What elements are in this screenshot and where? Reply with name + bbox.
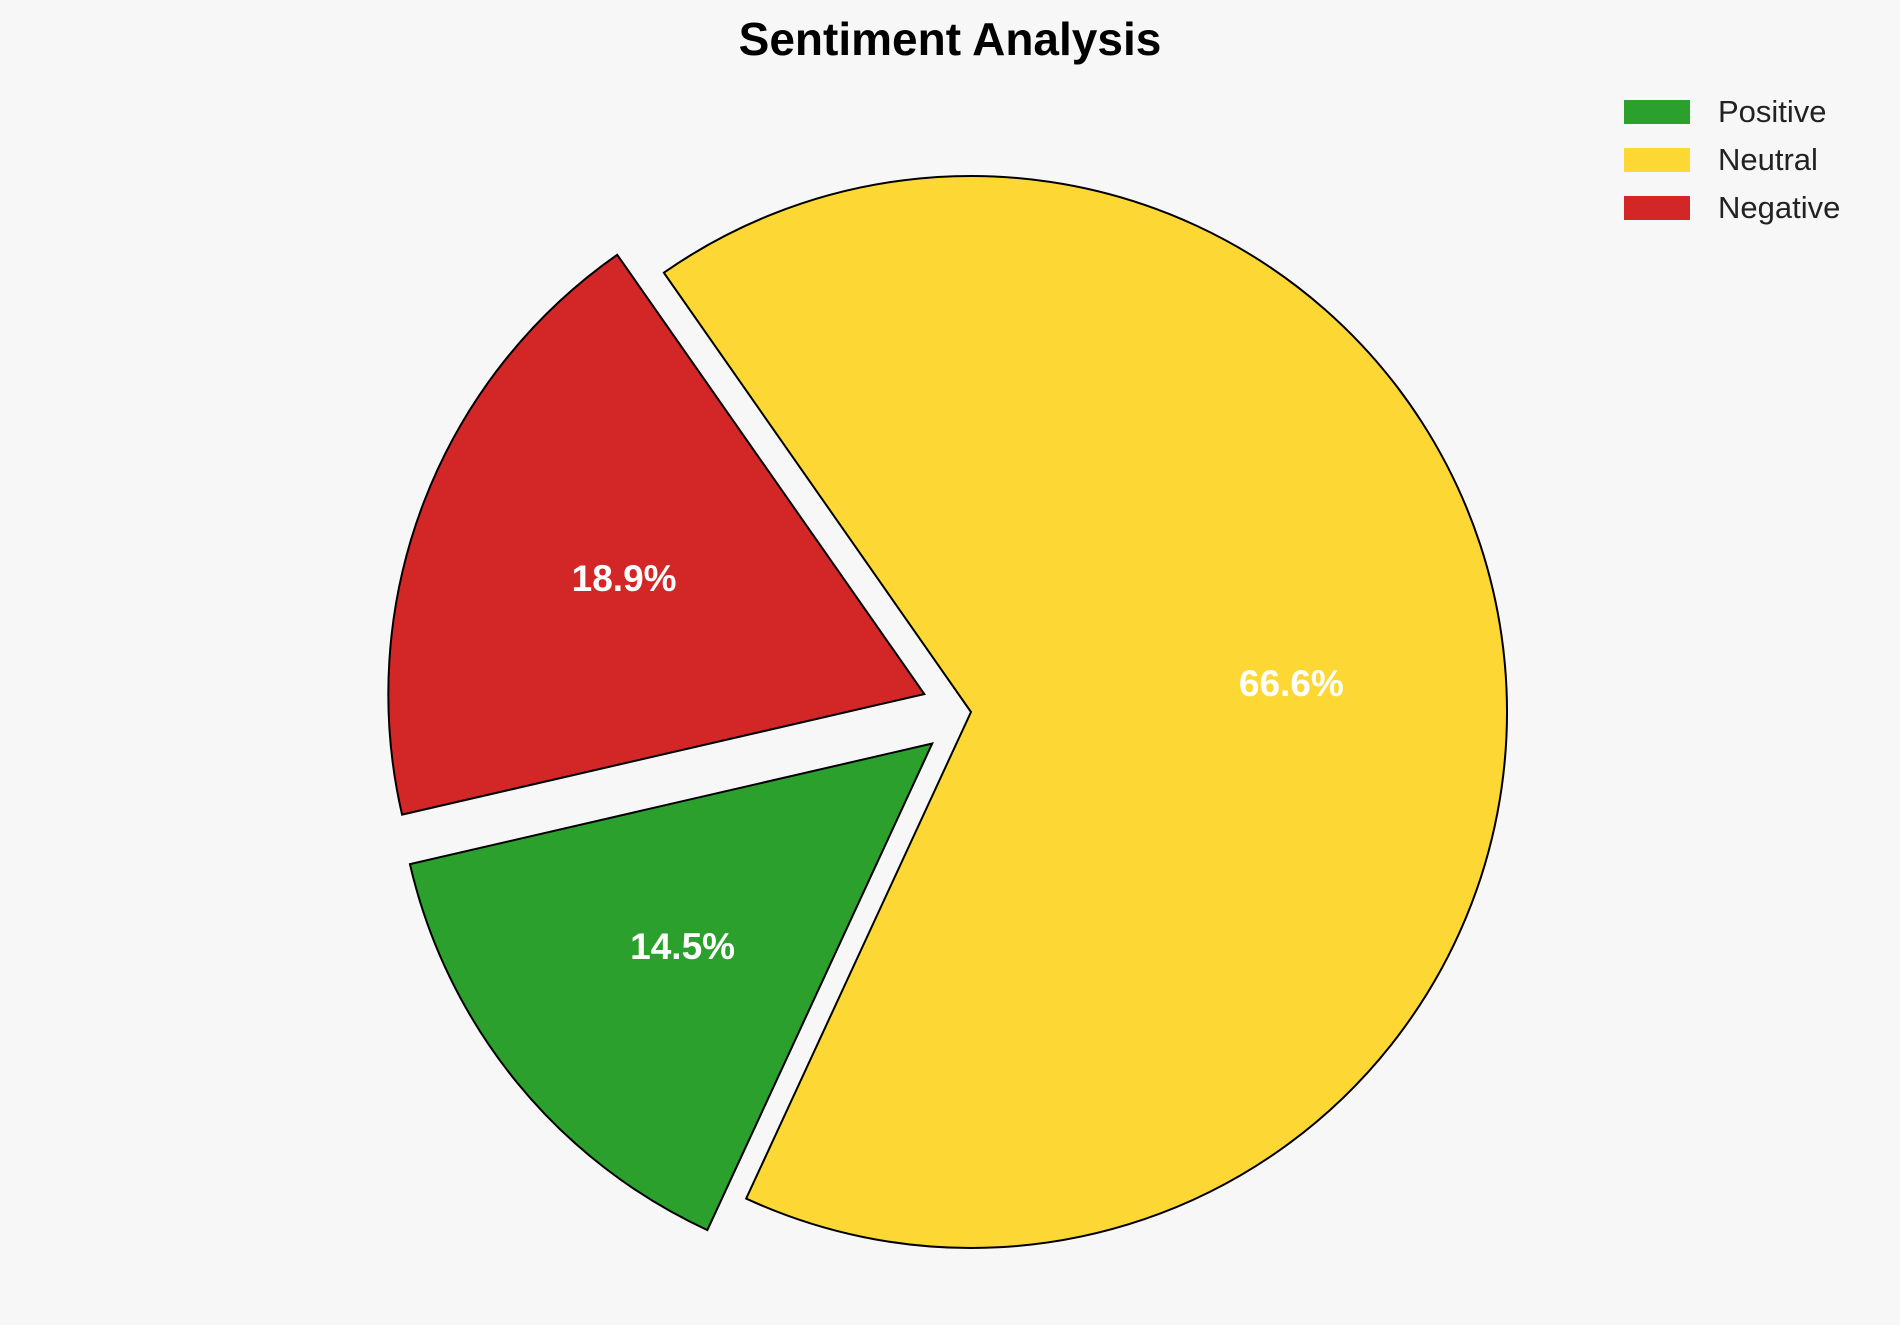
legend-item-neutral: Neutral [1624,142,1840,178]
legend-label-positive: Positive [1718,94,1827,129]
legend-swatch-negative [1624,196,1690,220]
legend: Positive Neutral Negative [1624,94,1840,226]
legend-item-negative: Negative [1624,190,1840,226]
chart-title: Sentiment Analysis [738,13,1162,65]
slice-label-neutral: 66.6% [1239,663,1344,704]
legend-swatch-neutral [1624,148,1690,172]
legend-label-negative: Negative [1718,190,1841,225]
slice-label-positive: 14.5% [630,926,735,967]
slice-label-negative: 18.9% [572,558,677,599]
legend-label-neutral: Neutral [1718,142,1818,177]
legend-swatch-positive [1624,100,1690,124]
pie-slice-positive [408,742,934,1232]
pie-slice-neutral [662,175,1508,1249]
pie-slice-negative [387,253,926,816]
legend-item-positive: Positive [1624,94,1840,130]
